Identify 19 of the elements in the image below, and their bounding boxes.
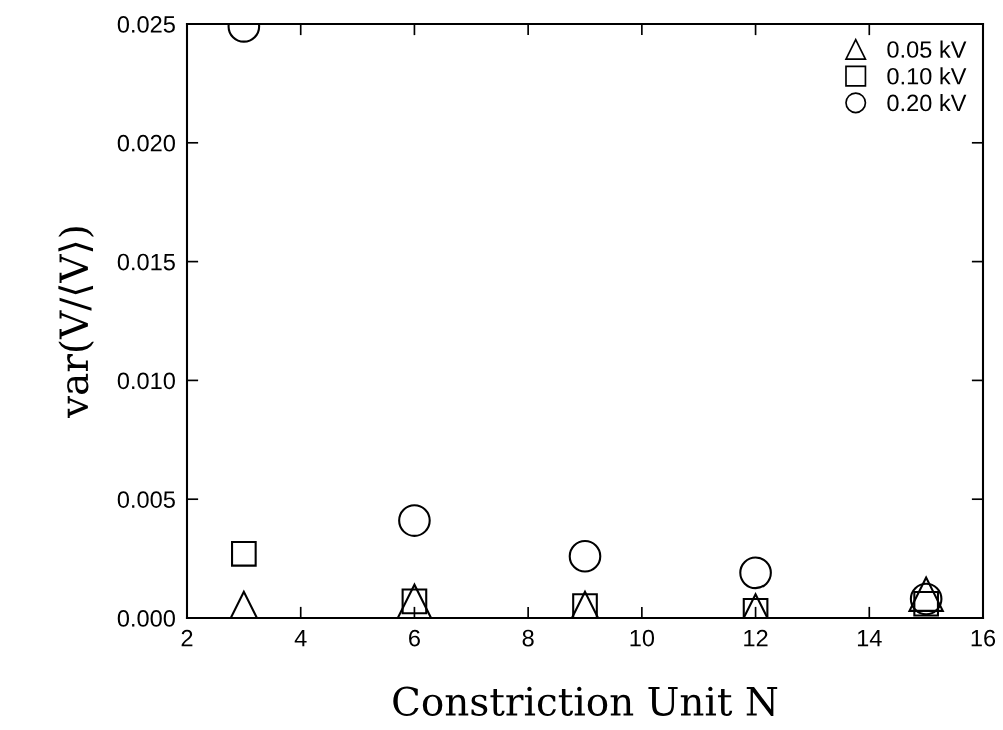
legend-label: 0.10 kV bbox=[887, 67, 967, 85]
y-tick-label: 0.025 bbox=[117, 16, 175, 33]
x-tick-label: 6 bbox=[409, 629, 420, 647]
legend-label: 0.20 kV bbox=[887, 93, 967, 112]
x-tick-label: 14 bbox=[857, 629, 882, 647]
y-tick-label: 0.005 bbox=[117, 491, 175, 508]
x-tick-label: 12 bbox=[744, 629, 768, 647]
x-tick-label: 16 bbox=[971, 629, 996, 647]
x-tick-label: 10 bbox=[630, 629, 655, 647]
legend-label: 0.05 kV bbox=[887, 40, 967, 58]
y-tick-label: 0.020 bbox=[117, 134, 175, 152]
y-axis-title: var(V/⟨V⟩) bbox=[58, 227, 94, 418]
x-tick-label: 2 bbox=[181, 629, 193, 647]
y-tick-label: 0.010 bbox=[117, 372, 175, 390]
x-tick-label: 8 bbox=[522, 629, 534, 647]
y-tick-label: 0.015 bbox=[117, 253, 175, 271]
x-tick-label: 4 bbox=[294, 629, 307, 647]
y-tick-label: 0.000 bbox=[117, 610, 175, 627]
x-axis-title: Constriction Unit N bbox=[393, 686, 778, 716]
